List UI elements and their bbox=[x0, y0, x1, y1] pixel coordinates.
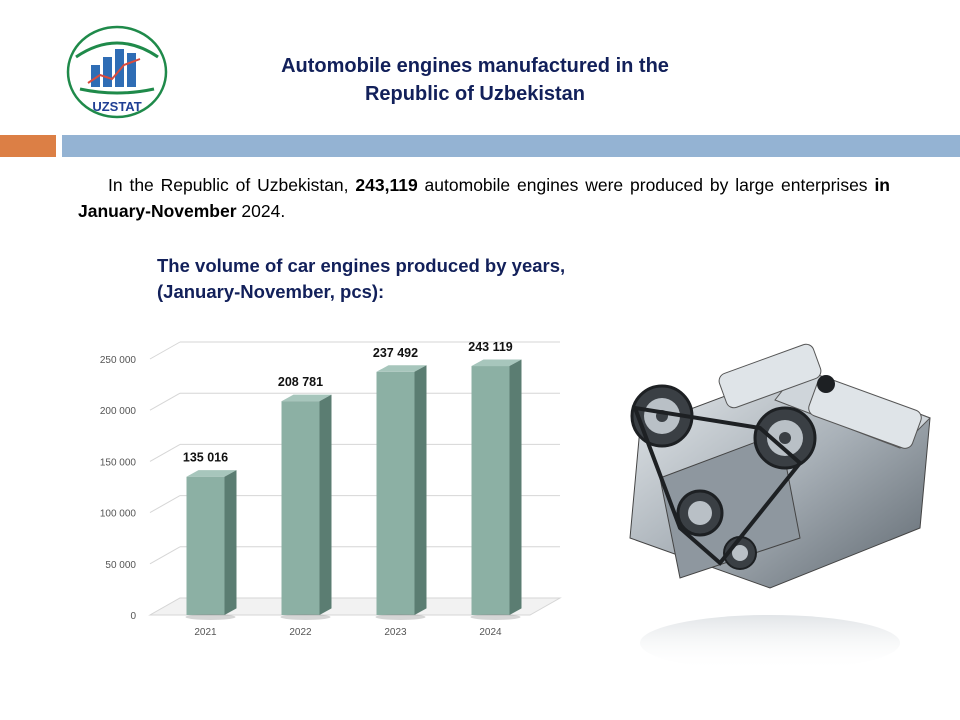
bar-side bbox=[509, 359, 522, 615]
bar-2021 bbox=[185, 470, 237, 620]
y-axis-ticks: 0 50 000 100 000 150 000 200 000 250 000 bbox=[100, 355, 137, 622]
gridline-depth bbox=[149, 341, 181, 360]
data-label: 237 492 bbox=[373, 346, 418, 360]
x-tick-label: 2024 bbox=[479, 627, 502, 638]
data-label: 243 119 bbox=[468, 340, 513, 354]
accent-band-blue bbox=[62, 135, 960, 157]
intro-text-1: In the Republic of Uzbekistan, bbox=[108, 175, 356, 195]
x-tick-label: 2021 bbox=[194, 627, 217, 638]
bar-front bbox=[471, 366, 510, 615]
bar-side bbox=[319, 394, 332, 615]
bar-chart: 0 50 000 100 000 150 000 200 000 250 000 2021… bbox=[100, 340, 562, 638]
chart-title: The volume of car engines produced by ye… bbox=[157, 253, 677, 305]
y-tick-label: 50 000 bbox=[105, 560, 136, 571]
y-tick-label: 100 000 bbox=[100, 509, 137, 520]
intro-paragraph: In the Republic of Uzbekistan, 243,119 a… bbox=[78, 172, 890, 224]
y-tick-label: 150 000 bbox=[100, 457, 137, 468]
page-title-line2: Republic of Uzbekistan bbox=[364, 83, 586, 105]
intro-bold-period: in January-November bbox=[78, 175, 890, 221]
bar-2024 bbox=[470, 359, 522, 620]
chart-title-line2: (January-November, pcs): bbox=[157, 281, 385, 302]
bar-top bbox=[186, 470, 237, 477]
x-axis-ticks: 2021 2022 2023 2024 bbox=[194, 627, 502, 638]
bar-shadow bbox=[470, 614, 521, 620]
bar-top bbox=[471, 359, 522, 367]
chart-title-line1: The volume of car engines produced by ye… bbox=[157, 255, 566, 276]
accent-band-orange bbox=[0, 135, 56, 157]
gridline-depth bbox=[149, 443, 181, 462]
y-tick-label: 0 bbox=[130, 611, 136, 622]
bar-top bbox=[281, 394, 332, 402]
bar-2022 bbox=[280, 394, 332, 620]
intro-text-3: 2024. bbox=[236, 201, 286, 221]
bar-top bbox=[376, 365, 427, 372]
logo-text: UZSTAT bbox=[92, 99, 141, 114]
bar-shadow bbox=[185, 614, 236, 620]
gridline-depth bbox=[149, 392, 181, 411]
car-engine-icon bbox=[629, 343, 931, 671]
bar-side bbox=[414, 365, 427, 615]
intro-bold-count: 243,119 bbox=[355, 175, 418, 195]
y-tick-label: 200 000 bbox=[100, 406, 137, 417]
page-title: Automobile engines manufactured in the R… bbox=[200, 52, 750, 108]
data-label: 208 781 bbox=[278, 375, 323, 389]
chart-bars bbox=[185, 359, 522, 620]
bar-front bbox=[186, 476, 225, 615]
uzstat-logo: UZSTAT bbox=[66, 25, 168, 119]
bar-side bbox=[224, 470, 237, 615]
page-title-line1: Automobile engines manufactured in the bbox=[281, 55, 669, 77]
data-labels: 135 016 208 781 237 492 243 119 bbox=[183, 340, 513, 465]
bar-front bbox=[281, 401, 320, 615]
x-tick-label: 2023 bbox=[384, 627, 407, 638]
x-tick-label: 2022 bbox=[289, 627, 312, 638]
intro-text-2: automobile engines were produced by larg… bbox=[417, 175, 875, 195]
bar-2023 bbox=[375, 365, 427, 620]
gridline-depth bbox=[149, 495, 181, 514]
bar-shadow bbox=[280, 614, 331, 620]
bar-front bbox=[376, 371, 415, 615]
data-label: 135 016 bbox=[183, 451, 228, 465]
bar-shadow bbox=[375, 614, 426, 620]
y-tick-label: 250 000 bbox=[100, 355, 137, 366]
gridline-depth bbox=[149, 546, 181, 565]
